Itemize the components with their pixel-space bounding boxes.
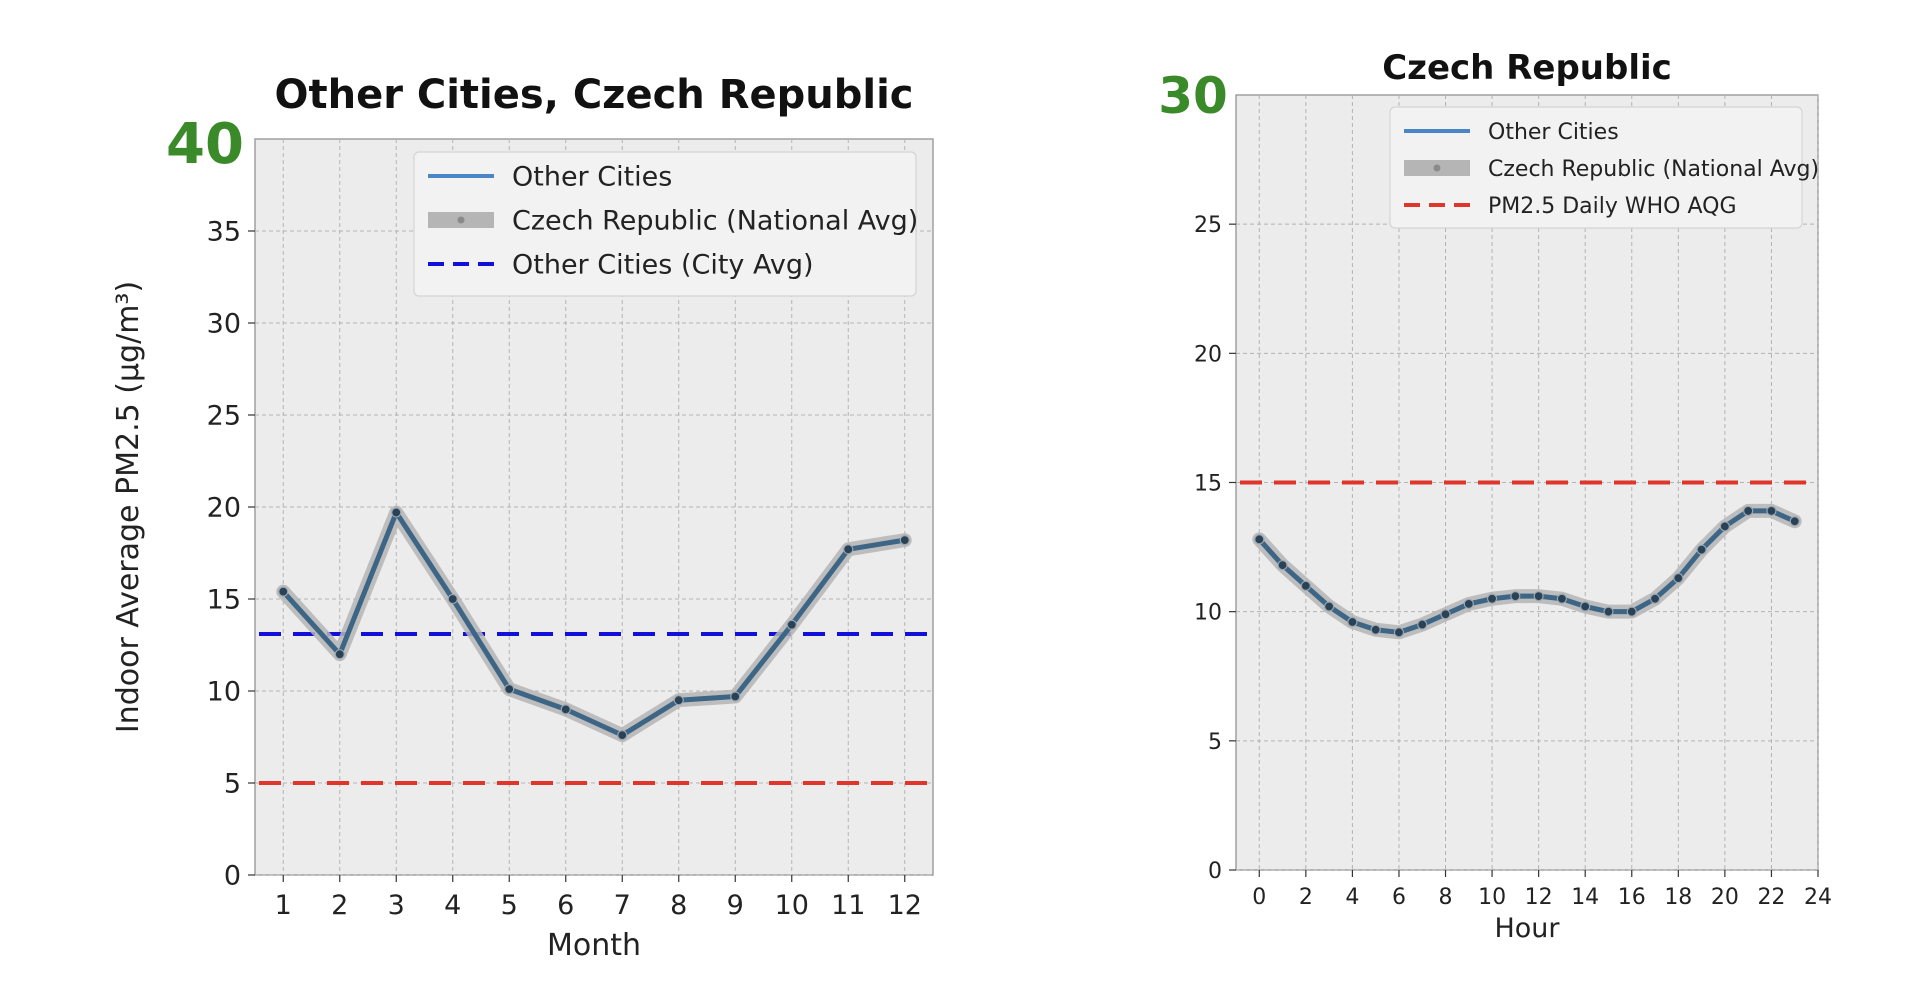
series-line [281,510,906,738]
y-tick-label: 0 [1208,859,1222,884]
y-tick-label: 5 [224,769,241,800]
data-point [1254,534,1265,545]
y-tick-label: 20 [1194,342,1222,367]
data-point [1533,591,1544,602]
data-point [1417,619,1428,630]
y-tick-label: 35 [207,217,241,248]
y-tick-label: 0 [224,861,241,892]
data-point [1766,505,1777,517]
data-point [1696,544,1707,555]
data-point [730,691,741,702]
x-tick-label: 7 [614,890,631,921]
y-tick-label: 15 [207,585,241,616]
y-tick-label: 10 [1194,601,1222,626]
data-point [1603,606,1614,617]
chart-title: Other Cities, Czech Republic [274,72,913,118]
data-point [278,586,289,597]
x-tick-label: 0 [1252,885,1266,910]
data-point [1347,616,1358,628]
x-tick-label: 5 [501,890,518,921]
chart-title: Czech Republic [1382,48,1672,88]
x-tick-label: 22 [1757,885,1785,910]
legend: Other Cities Czech Republic (National Avg… [413,151,918,297]
data-point [1300,580,1311,591]
data-point [334,649,345,660]
legend-label: Other Cities (City Avg) [512,250,814,281]
y-tick-label: 30 [207,309,241,340]
legend-box [1389,106,1803,229]
y-tick-label: 15 [1194,471,1222,496]
data-point [673,695,684,706]
legend-swatch-marker [457,216,465,224]
data-point [843,544,854,555]
x-tick-label: 2 [331,890,348,921]
x-tick-label: 10 [1478,885,1506,910]
data-point [1673,572,1684,584]
legend-swatch-marker [1433,164,1441,172]
data-point [617,730,628,741]
x-tick-label: 20 [1711,885,1739,910]
data-point [1324,601,1335,612]
data-point [1463,598,1474,610]
legend-label: Czech Republic (National Avg) [512,206,918,237]
y-tick-label: 5 [1208,730,1222,755]
y-tick-label: 10 [207,677,241,708]
x-axis-label: Hour [1494,913,1560,944]
x-tick-label: 6 [557,890,574,921]
data-point [1580,601,1591,612]
x-tick-label: 4 [1345,885,1359,910]
y-tick-label: 25 [207,401,241,432]
x-tick-label: 12 [1525,885,1553,910]
x-tick-label: 8 [670,890,687,921]
legend: Other Cities Czech Republic (National Avg… [1389,106,1819,229]
legend-label: Czech Republic (National Avg) [1488,157,1819,182]
legend-label: Other Cities [1488,120,1619,145]
data-point [1719,521,1730,532]
x-tick-label: 12 [888,890,922,921]
data-point [1486,593,1498,604]
data-point [1649,593,1661,604]
x-tick-label: 10 [775,890,809,921]
x-tick-label: 4 [444,890,461,921]
y-axis-label: Indoor Average PM2.5 (µg/m³) [111,281,146,733]
legend-label: Other Cities [512,162,672,193]
x-tick-label: 14 [1571,885,1599,910]
x-tick-label: 3 [388,890,405,921]
x-axis-label: Month [547,928,641,963]
data-point [1440,609,1451,620]
x-tick-label: 8 [1439,885,1453,910]
data-point [1370,624,1381,635]
x-tick-label: 1 [275,890,292,921]
legend-box [413,151,917,297]
corner-label: 30 [1158,67,1228,125]
data-point [1510,591,1521,602]
legend-label: PM2.5 Daily WHO AQG [1488,194,1737,219]
x-tick-label: 6 [1392,885,1406,910]
data-point [391,507,402,518]
x-tick-label: 18 [1664,885,1692,910]
data-point [1393,627,1405,638]
x-tick-label: 2 [1299,885,1313,910]
y-tick-label: 25 [1194,213,1222,238]
data-point [1743,505,1754,517]
y-tick-label: 20 [207,493,241,524]
data-point [786,619,797,630]
data-point [447,593,458,605]
x-tick-label: 16 [1618,885,1646,910]
data-point [899,535,910,546]
x-tick-label: 11 [831,890,865,921]
data-point [1556,593,1568,604]
corner-label: 40 [166,112,244,177]
data-point [1277,560,1288,571]
data-point [560,704,571,715]
data-point [1626,606,1637,617]
data-point [504,684,515,695]
data-point [1789,516,1800,527]
x-tick-label: 24 [1804,885,1832,910]
x-tick-label: 9 [727,890,744,921]
